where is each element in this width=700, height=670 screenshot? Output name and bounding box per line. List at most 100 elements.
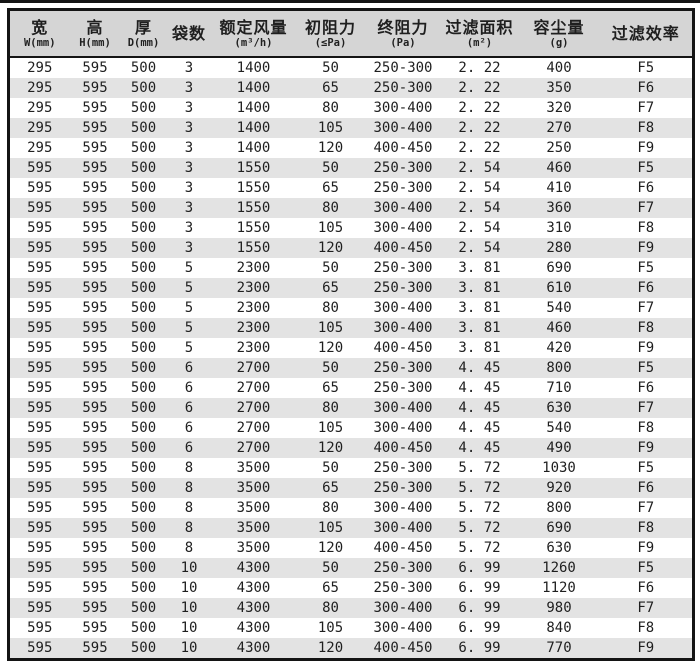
col-subtitle: (m³/h) (234, 36, 273, 49)
cell-depth: 500 (120, 298, 167, 318)
table-row: 595 595 500 5 2300 50 250-300 3. 81 690 F5 (8, 258, 694, 278)
cell-efficiency: F6 (599, 178, 694, 198)
cell-height: 595 (69, 398, 121, 418)
cell-width: 295 (8, 57, 70, 78)
col-title: 过滤效率 (611, 24, 680, 43)
cell-bag_count: 6 (166, 438, 212, 458)
cell-filter_area: 4. 45 (440, 358, 519, 378)
cell-initial_resistance: 120 (295, 438, 366, 458)
cell-final_resistance: 250-300 (365, 458, 441, 478)
cell-filter_area: 3. 81 (440, 278, 519, 298)
cell-dust_capacity: 1260 (518, 558, 600, 578)
cell-bag_count: 10 (166, 558, 212, 578)
cell-filter_area: 5. 72 (440, 478, 519, 498)
table-row: 595 595 500 6 2700 65 250-300 4. 45 710 F6 (8, 378, 694, 398)
cell-rated_airflow: 3500 (211, 538, 296, 558)
cell-width: 595 (8, 618, 70, 638)
cell-bag_count: 8 (166, 458, 212, 478)
col-subtitle: (≤Pa) (314, 36, 347, 49)
cell-initial_resistance: 105 (295, 318, 366, 338)
table-row: 595 595 500 8 3500 65 250-300 5. 72 920 F6 (8, 478, 694, 498)
cell-width: 295 (8, 118, 70, 138)
cell-filter_area: 5. 72 (440, 538, 519, 558)
cell-rated_airflow: 2300 (211, 278, 296, 298)
cell-width: 595 (8, 278, 70, 298)
cell-dust_capacity: 710 (518, 378, 600, 398)
cell-filter_area: 5. 72 (440, 498, 519, 518)
cell-width: 295 (8, 98, 70, 118)
cell-bag_count: 6 (166, 398, 212, 418)
cell-bag_count: 3 (166, 78, 212, 98)
cell-final_resistance: 250-300 (365, 78, 441, 98)
cell-efficiency: F6 (599, 378, 694, 398)
cell-filter_area: 4. 45 (440, 398, 519, 418)
top-divider-line (0, 0, 700, 3)
cell-dust_capacity: 460 (518, 158, 600, 178)
cell-dust_capacity: 690 (518, 258, 600, 278)
cell-bag_count: 5 (166, 278, 212, 298)
col-title: 终阻力 (377, 17, 429, 37)
cell-efficiency: F8 (599, 218, 694, 238)
cell-depth: 500 (120, 118, 167, 138)
cell-initial_resistance: 120 (295, 238, 366, 258)
cell-filter_area: 4. 45 (440, 378, 519, 398)
cell-efficiency: F5 (599, 57, 694, 78)
cell-dust_capacity: 770 (518, 638, 600, 660)
cell-depth: 500 (120, 558, 167, 578)
cell-efficiency: F8 (599, 318, 694, 338)
cell-height: 595 (69, 418, 121, 438)
cell-depth: 500 (120, 218, 167, 238)
cell-efficiency: F8 (599, 118, 694, 138)
cell-efficiency: F5 (599, 458, 694, 478)
table-row: 595 595 500 6 2700 120 400-450 4. 45 490 F9 (8, 438, 694, 458)
table-header: 宽 W(mm) 高 H(mm) 厚 D(mm) 袋数 (8, 9, 694, 58)
cell-filter_area: 2. 54 (440, 198, 519, 218)
cell-height: 595 (69, 518, 121, 538)
cell-filter_area: 2. 54 (440, 178, 519, 198)
cell-initial_resistance: 50 (295, 558, 366, 578)
cell-bag_count: 10 (166, 598, 212, 618)
cell-depth: 500 (120, 498, 167, 518)
cell-height: 595 (69, 98, 121, 118)
cell-efficiency: F6 (599, 78, 694, 98)
cell-depth: 500 (120, 638, 167, 660)
cell-initial_resistance: 105 (295, 218, 366, 238)
table-row: 595 595 500 10 4300 80 300-400 6. 99 980 F7 (8, 598, 694, 618)
cell-initial_resistance: 65 (295, 78, 366, 98)
cell-filter_area: 6. 99 (440, 618, 519, 638)
cell-rated_airflow: 2700 (211, 418, 296, 438)
cell-efficiency: F8 (599, 418, 694, 438)
cell-bag_count: 5 (166, 298, 212, 318)
table-row: 595 595 500 5 2300 65 250-300 3. 81 610 F6 (8, 278, 694, 298)
cell-efficiency: F6 (599, 278, 694, 298)
cell-depth: 500 (120, 138, 167, 158)
cell-dust_capacity: 610 (518, 278, 600, 298)
cell-depth: 500 (120, 418, 167, 438)
cell-depth: 500 (120, 258, 167, 278)
table-row: 595 595 500 8 3500 120 400-450 5. 72 630 F9 (8, 538, 694, 558)
table-row: 295 595 500 3 1400 65 250-300 2. 22 350 F6 (8, 78, 694, 98)
col-header-width: 宽 W(mm) (8, 9, 70, 58)
cell-depth: 500 (120, 438, 167, 458)
cell-height: 595 (69, 78, 121, 98)
table-row: 595 595 500 8 3500 50 250-300 5. 72 1030 F5 (8, 458, 694, 478)
cell-bag_count: 3 (166, 57, 212, 78)
cell-filter_area: 2. 22 (440, 98, 519, 118)
cell-dust_capacity: 280 (518, 238, 600, 258)
cell-width: 595 (8, 638, 70, 660)
cell-initial_resistance: 105 (295, 618, 366, 638)
cell-bag_count: 3 (166, 158, 212, 178)
cell-final_resistance: 250-300 (365, 178, 441, 198)
col-title: 过滤面积 (445, 17, 514, 37)
cell-dust_capacity: 320 (518, 98, 600, 118)
cell-depth: 500 (120, 78, 167, 98)
cell-efficiency: F8 (599, 518, 694, 538)
cell-width: 595 (8, 478, 70, 498)
cell-height: 595 (69, 178, 121, 198)
col-title: 高 (86, 17, 104, 37)
cell-final_resistance: 300-400 (365, 298, 441, 318)
cell-final_resistance: 300-400 (365, 318, 441, 338)
cell-depth: 500 (120, 318, 167, 338)
cell-filter_area: 3. 81 (440, 338, 519, 358)
cell-filter_area: 2. 54 (440, 218, 519, 238)
